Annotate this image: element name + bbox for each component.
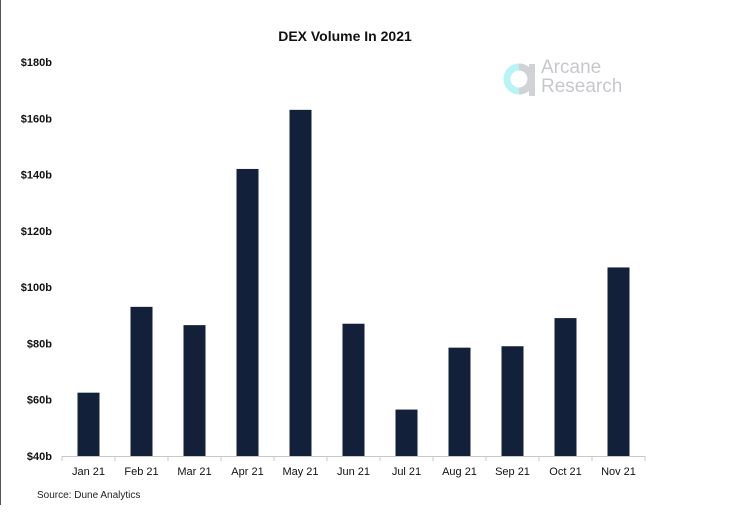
y-tick-label: $40b xyxy=(27,451,52,463)
x-tick-label: Aug 21 xyxy=(442,466,477,478)
bar-oct-21 xyxy=(554,318,577,456)
logo-text: Arcane Research xyxy=(541,58,622,96)
y-tick-label: $180b xyxy=(21,57,52,69)
logo-line1: Arcane xyxy=(541,57,602,78)
x-tick-label: Feb 21 xyxy=(124,466,158,478)
logo-line2: Research xyxy=(541,76,623,97)
x-tick-label: Sep 21 xyxy=(495,466,530,478)
y-tick-label: $80b xyxy=(27,338,52,350)
chart-title: DEX Volume In 2021 xyxy=(278,28,412,44)
bar-jan-21 xyxy=(77,392,100,456)
bar-jul-21 xyxy=(395,409,418,456)
x-tick-label: Nov 21 xyxy=(601,466,636,478)
bar-apr-21 xyxy=(236,168,259,456)
x-tick-label: Oct 21 xyxy=(549,466,581,478)
bar-sep-21 xyxy=(501,346,524,456)
y-tick-label: $100b xyxy=(21,282,52,294)
bar-mar-21 xyxy=(183,325,206,456)
arcane-research-logo: Arcane Research xyxy=(503,58,633,100)
logo-icon xyxy=(503,63,535,96)
x-tick-label: Apr 21 xyxy=(231,466,263,478)
bar-aug-21 xyxy=(448,347,471,456)
bar-may-21 xyxy=(289,109,312,456)
x-tick-label: Jun 21 xyxy=(337,466,370,478)
x-tick-label: Mar 21 xyxy=(177,466,211,478)
source-note: Source: Dune Analytics xyxy=(37,490,141,501)
x-tick-label: May 21 xyxy=(282,466,318,478)
y-tick-label: $160b xyxy=(21,113,52,125)
bar-nov-21 xyxy=(607,267,630,456)
y-tick-label: $60b xyxy=(27,395,52,407)
x-tick-label: Jan 21 xyxy=(72,466,105,478)
y-tick-label: $120b xyxy=(21,226,52,238)
y-tick-label: $140b xyxy=(21,170,52,182)
bar-jun-21 xyxy=(342,323,365,456)
bar-feb-21 xyxy=(130,306,153,456)
x-tick-label: Jul 21 xyxy=(392,466,421,478)
chart-border xyxy=(0,0,1,505)
